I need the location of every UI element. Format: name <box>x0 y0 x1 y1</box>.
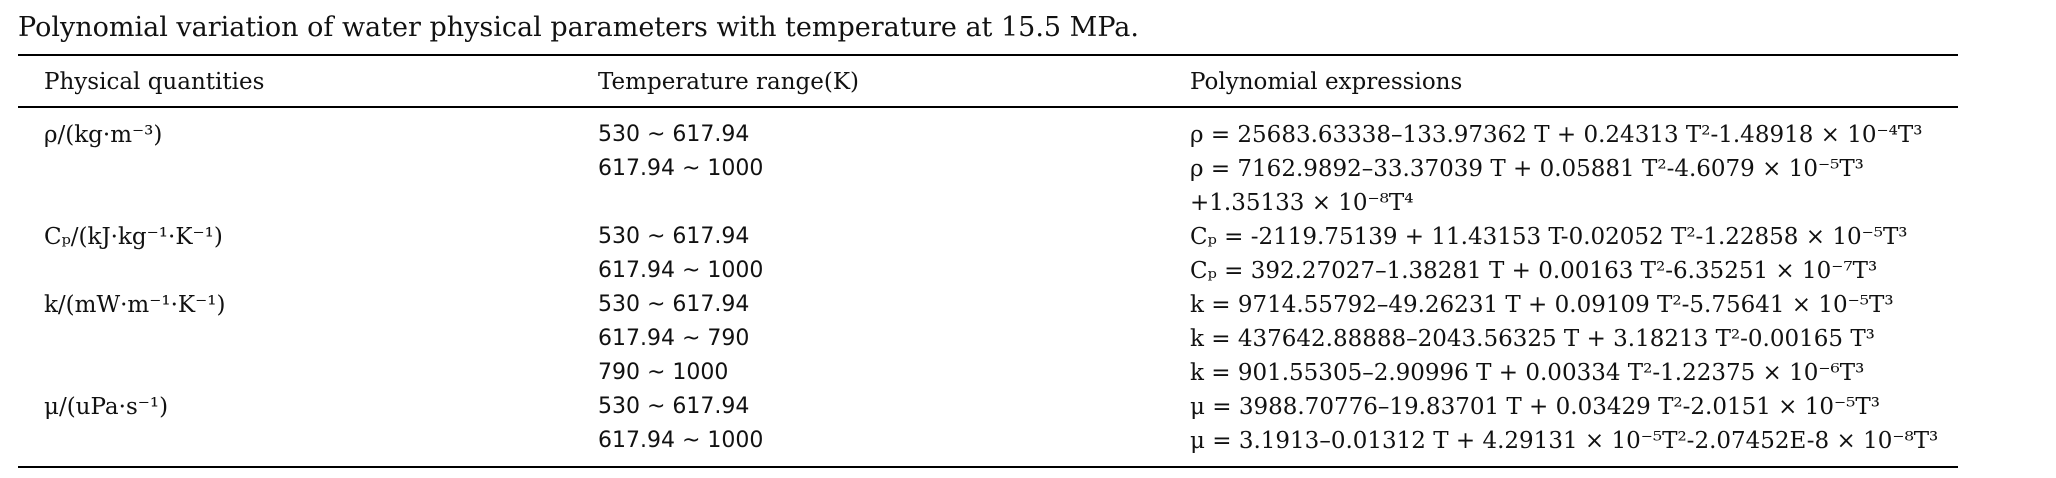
table-row: 790 ~ 1000 k = 901.55305–2.90996 T + 0.0… <box>0 356 2056 390</box>
range-cell: 617.94 ~ 1000 <box>598 156 764 181</box>
expression-cell: ρ = 25683.63338–133.97362 T + 0.24313 T²… <box>1190 122 1923 148</box>
range-cell: 617.94 ~ 1000 <box>598 428 764 453</box>
range-cell: 530 ~ 617.94 <box>598 292 750 317</box>
expression-cell: μ = 3.1913–0.01312 T + 4.29131 × 10⁻⁵T²-… <box>1190 428 1939 454</box>
quantity-cell: k/(mW·m⁻¹·K⁻¹) <box>44 292 226 318</box>
table-row: μ/(uPa·s⁻¹) 530 ~ 617.94 μ = 3988.70776–… <box>0 390 2056 424</box>
range-cell: 790 ~ 1000 <box>598 360 729 385</box>
expression-cell: ρ = 7162.9892–33.37039 T + 0.05881 T²-4.… <box>1190 156 1864 182</box>
quantity-cell: Cₚ/(kJ·kg⁻¹·K⁻¹) <box>44 224 223 250</box>
quantity-cell: μ/(uPa·s⁻¹) <box>44 394 169 420</box>
table-row: k/(mW·m⁻¹·K⁻¹) 530 ~ 617.94 k = 9714.557… <box>0 288 2056 322</box>
range-cell: 617.94 ~ 1000 <box>598 258 764 283</box>
table-row: 617.94 ~ 1000 ρ = 7162.9892–33.37039 T +… <box>0 152 2056 186</box>
expression-cell: +1.35133 × 10⁻⁸T⁴ <box>1190 190 1414 216</box>
table-row: Cₚ/(kJ·kg⁻¹·K⁻¹) 530 ~ 617.94 Cₚ = -2119… <box>0 220 2056 254</box>
range-cell: 530 ~ 617.94 <box>598 224 750 249</box>
header-temperature-range: Temperature range(K) <box>598 69 859 95</box>
expression-cell: Cₚ = 392.27027–1.38281 T + 0.00163 T²-6.… <box>1190 258 1878 284</box>
table-row: 617.94 ~ 1000 μ = 3.1913–0.01312 T + 4.2… <box>0 424 2056 458</box>
table-row: 617.94 ~ 1000 Cₚ = 392.27027–1.38281 T +… <box>0 254 2056 288</box>
range-cell: 530 ~ 617.94 <box>598 394 750 419</box>
range-cell: 617.94 ~ 790 <box>598 326 750 351</box>
quantity-cell: ρ/(kg·m⁻³) <box>44 122 163 148</box>
table-row: +1.35133 × 10⁻⁸T⁴ <box>0 186 2056 220</box>
table-header-rule <box>18 106 1958 108</box>
expression-cell: k = 901.55305–2.90996 T + 0.00334 T²-1.2… <box>1190 360 1865 386</box>
table-bottom-rule <box>18 466 1958 468</box>
expression-cell: μ = 3988.70776–19.83701 T + 0.03429 T²-2… <box>1190 394 1880 420</box>
header-polynomial-expressions: Polynomial expressions <box>1190 69 1463 95</box>
header-physical-quantities: Physical quantities <box>44 69 265 95</box>
expression-cell: Cₚ = -2119.75139 + 11.43153 T-0.02052 T²… <box>1190 224 1908 250</box>
expression-cell: k = 437642.88888–2043.56325 T + 3.18213 … <box>1190 326 1875 352</box>
table-top-rule <box>18 54 1958 56</box>
table-caption: Polynomial variation of water physical p… <box>18 12 1139 43</box>
expression-cell: k = 9714.55792–49.26231 T + 0.09109 T²-5… <box>1190 292 1894 318</box>
table-row: 617.94 ~ 790 k = 437642.88888–2043.56325… <box>0 322 2056 356</box>
table-header-row: Physical quantities Temperature range(K)… <box>0 62 2056 102</box>
table-row: ρ/(kg·m⁻³) 530 ~ 617.94 ρ = 25683.63338–… <box>0 118 2056 152</box>
range-cell: 530 ~ 617.94 <box>598 122 750 147</box>
